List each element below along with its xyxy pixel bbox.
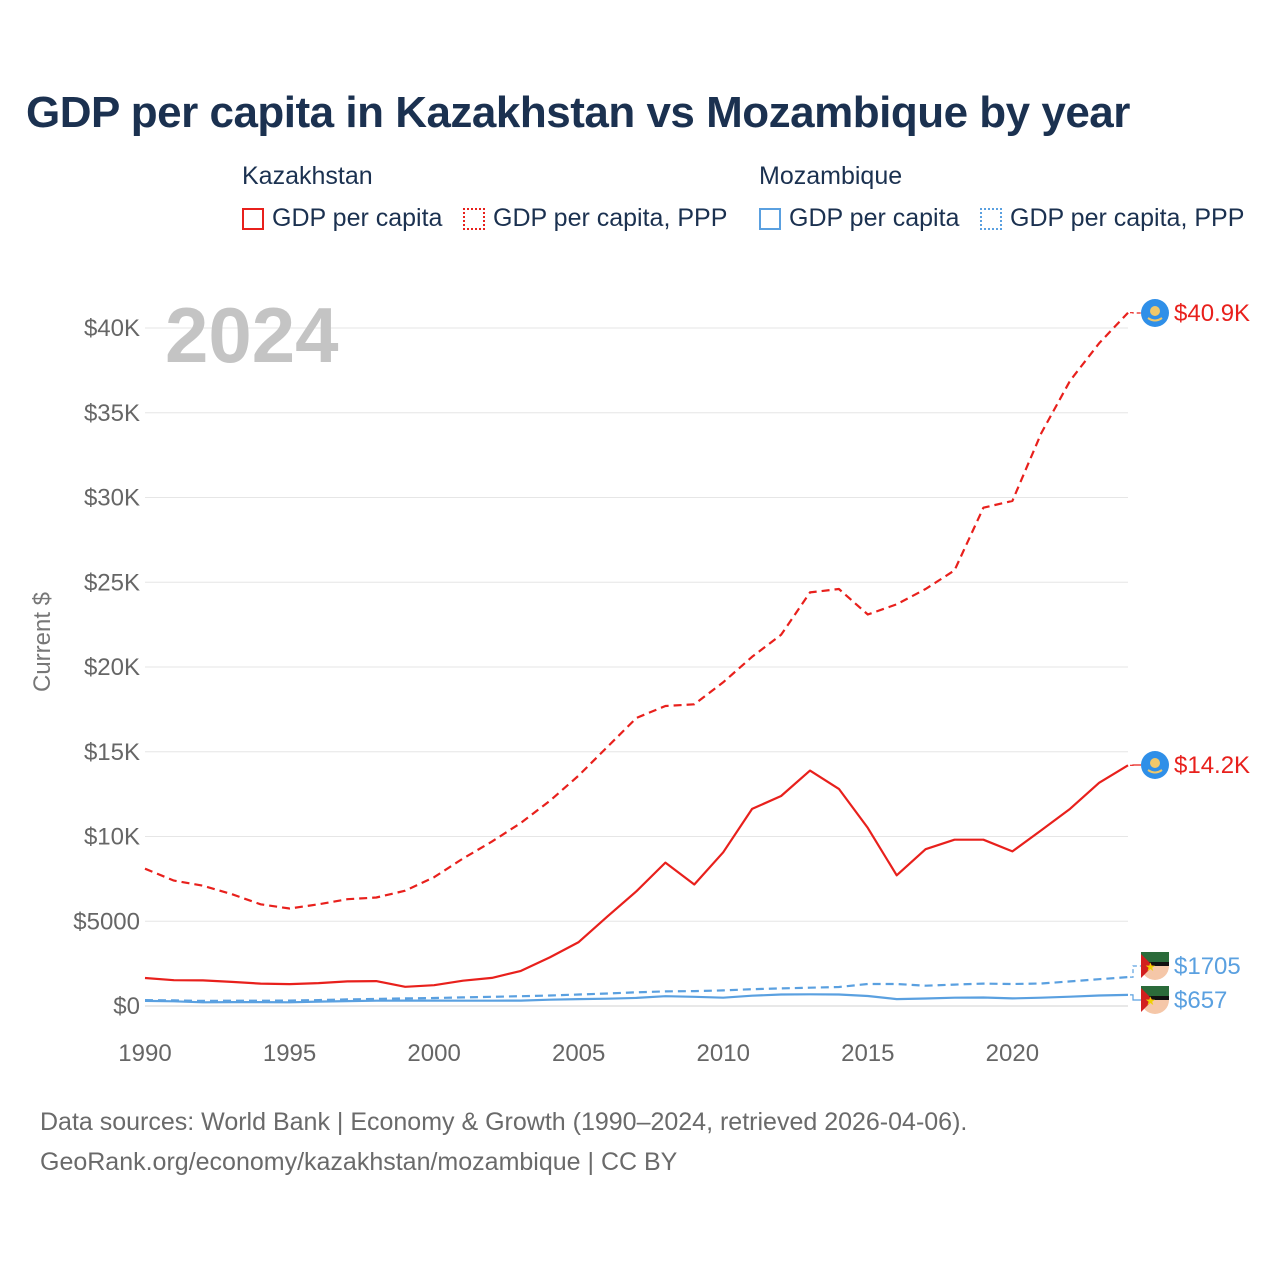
x-tick-label: 2000 — [407, 1040, 460, 1067]
y-axis-label: Current $ — [29, 592, 56, 692]
legend-swatch-dotted-icon — [980, 207, 1002, 230]
flag-sun-icon — [1150, 758, 1160, 768]
y-tick-label: $0 — [113, 993, 140, 1020]
legend-item-mozambique-gdp-ppp[interactable]: GDP per capita, PPP — [980, 204, 1244, 233]
connector-line — [1130, 965, 1141, 978]
legend-label: GDP per capita — [272, 204, 443, 232]
legend-label: GDP per capita — [789, 204, 960, 232]
grid — [145, 327, 1128, 1007]
footer-url[interactable]: GeoRank.org/economy/kazakhstan/mozambiqu… — [40, 1148, 678, 1176]
legend-label: GDP per capita, PPP — [493, 204, 728, 232]
flag-eagle-icon — [1147, 317, 1163, 322]
x-tick-label: 2005 — [552, 1040, 605, 1067]
y-tick-label: $25K — [84, 569, 140, 596]
y-tick-label: $40K — [84, 315, 140, 342]
series-lines — [144, 311, 1129, 1004]
flag-triangle-icon — [1141, 954, 1153, 978]
flag-eagle-icon — [1147, 769, 1163, 774]
y-tick-label: $15K — [84, 739, 140, 766]
footer-sources: Data sources: World Bank | Economy & Gro… — [40, 1108, 968, 1136]
y-axis-ticks: $0 $5000 $10K $15K $20K $25K $30K $35K $40K — [73, 315, 140, 1020]
series-line-mozambique-ppp — [144, 976, 1129, 1003]
legend-item-kazakhstan-gdp[interactable]: GDP per capita — [242, 204, 442, 233]
legend-label: GDP per capita, PPP — [1010, 204, 1245, 232]
x-tick-label: 1990 — [118, 1040, 171, 1067]
flag-star-icon: ★ — [1145, 960, 1156, 974]
y-tick-label: $35K — [84, 400, 140, 427]
x-tick-label: 2015 — [841, 1040, 894, 1067]
flag-triangle-icon — [1141, 988, 1153, 1012]
series-line-kazakhstan-gdp — [144, 764, 1129, 988]
current-year-label: 2024 — [165, 291, 339, 379]
end-value-label: $657 — [1174, 987, 1227, 1014]
end-value-label: $40.9K — [1174, 300, 1250, 327]
x-tick-label: 2020 — [986, 1040, 1039, 1067]
end-value-label: $1705 — [1174, 953, 1241, 980]
chart-title: GDP per capita in Kazakhstan vs Mozambiq… — [26, 88, 1130, 137]
legend-item-kazakhstan-gdp-ppp[interactable]: GDP per capita, PPP — [463, 204, 727, 233]
legend-group-mozambique: Mozambique — [759, 162, 903, 190]
series-line-kazakhstan-ppp — [144, 311, 1129, 910]
legend-swatch-solid-icon — [759, 207, 781, 230]
flag-star-icon: ★ — [1145, 994, 1156, 1008]
flag-band-icon — [1141, 952, 1169, 962]
y-tick-label: $10K — [84, 824, 140, 851]
end-value-label: $14.2K — [1174, 752, 1250, 779]
x-tick-label: 1995 — [263, 1040, 316, 1067]
y-tick-label: $30K — [84, 485, 140, 512]
x-tick-label: 2010 — [697, 1040, 750, 1067]
legend-swatch-dotted-icon — [463, 207, 485, 230]
flag-band-icon — [1141, 962, 1169, 966]
flag-band-icon — [1141, 986, 1169, 996]
connector-line — [1130, 994, 1141, 1001]
x-axis-ticks: 1990 1995 2000 2005 2010 2015 2020 — [118, 1040, 1039, 1067]
y-tick-label: $20K — [84, 654, 140, 681]
legend-item-mozambique-gdp[interactable]: GDP per capita — [759, 204, 959, 233]
y-tick-label: $5000 — [73, 908, 140, 935]
legend-group-kazakhstan: Kazakhstan — [242, 162, 373, 190]
flag-band-icon — [1141, 996, 1169, 1000]
flag-sun-icon — [1150, 306, 1160, 316]
legend-swatch-solid-icon — [242, 207, 264, 230]
end-markers: $14.2K $40.9K ★ $657 ★ $1705 — [1130, 299, 1250, 1014]
